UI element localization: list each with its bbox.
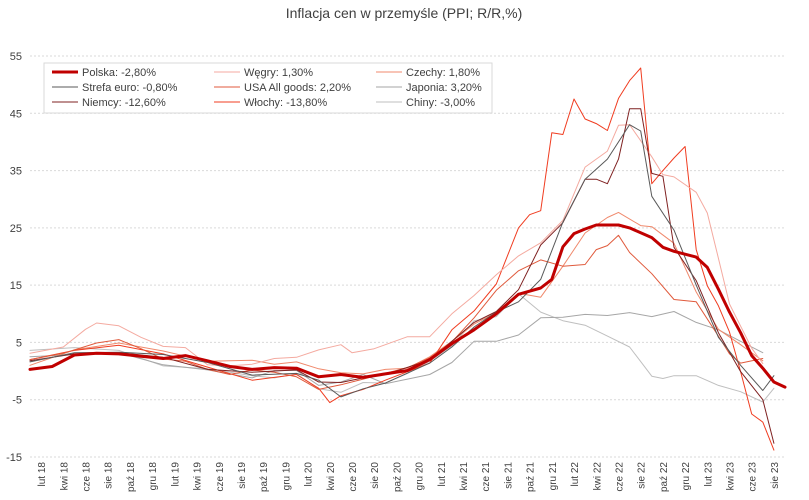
x-tick-label: kwi 19: [193, 462, 204, 491]
y-tick-label: 45: [10, 108, 22, 120]
x-tick-label: gru 19: [281, 462, 292, 491]
x-tick-label: kwi 20: [326, 462, 337, 491]
x-tick-label: kwi 21: [459, 462, 470, 491]
series-line: [29, 108, 775, 444]
x-tick-label: kwi 22: [592, 462, 603, 491]
series-line: [29, 124, 764, 367]
x-tick-label: cze 21: [481, 462, 492, 492]
legend-box: [43, 62, 493, 114]
y-tick-label: 25: [10, 223, 22, 235]
legend-label: Węgry: 1,30%: [244, 67, 313, 79]
x-tick-label: kwi 18: [59, 462, 70, 491]
legend-label: USA All goods: 2,20%: [244, 82, 351, 94]
x-tick-label: gru 22: [681, 462, 692, 491]
x-tick-label: lut 22: [570, 462, 581, 487]
legend-label: Japonia: 3,20%: [406, 82, 482, 94]
x-tick-label: sie 20: [370, 462, 381, 489]
x-tick-label: cze 19: [215, 462, 226, 492]
chart-title: Inflacja cen w przemyśle (PPI; R/R,%): [286, 5, 523, 21]
legend-label: Niemcy: -12,60%: [82, 97, 166, 109]
legend: Polska: -2,80% Strefa euro: -0,80% Niemcy:…: [43, 62, 493, 114]
y-tick-label: 15: [10, 280, 22, 292]
series-line: [29, 234, 764, 390]
legend-label: Chiny: -3,00%: [406, 97, 475, 109]
x-tick-label: gru 20: [415, 462, 426, 491]
x-tick-label: sie 22: [637, 462, 648, 489]
series-line: [29, 211, 764, 375]
legend-label: Czechy: 1,80%: [406, 67, 480, 79]
series-line: [29, 293, 775, 403]
x-tick-label: sie 19: [237, 462, 248, 489]
x-tick-label: cze 23: [748, 462, 759, 492]
x-tick-label: paź 18: [126, 462, 137, 492]
y-axis: 55 45 35 25 15 5 -5 -15: [6, 51, 22, 464]
legend-label: Polska: -2,80%: [82, 67, 156, 79]
x-tick-label: lut 19: [170, 462, 181, 487]
x-tick-label: kwi 23: [725, 462, 736, 491]
x-tick-label: gru 18: [148, 462, 159, 491]
x-tick-label: sie 23: [770, 462, 781, 489]
y-tick-label: -5: [12, 395, 22, 407]
x-tick-label: paź 22: [659, 462, 670, 492]
x-tick-label: paź 19: [259, 462, 270, 492]
x-tick-label: paź 21: [526, 462, 537, 492]
x-axis: lut 18 kwi 18 cze 18 sie 18 paź 18 gru 18 lut …: [37, 462, 781, 492]
x-tick-label: cze 22: [614, 462, 625, 492]
series-line: [29, 67, 775, 451]
x-tick-label: paź 20: [392, 462, 403, 492]
series-line: [28, 223, 787, 389]
y-tick-label: 35: [10, 166, 22, 178]
series-lines: [28, 67, 787, 451]
y-tick-label: 5: [16, 337, 22, 349]
x-tick-label: cze 20: [348, 462, 359, 492]
x-tick-label: sie 18: [104, 462, 115, 489]
legend-label: Strefa euro: -0,80%: [82, 82, 178, 94]
x-tick-label: lut 18: [37, 462, 48, 487]
x-tick-label: lut 20: [304, 462, 315, 487]
x-tick-label: sie 21: [503, 462, 514, 489]
x-tick-label: cze 18: [82, 462, 93, 492]
x-tick-label: lut 21: [437, 462, 448, 487]
legend-label: Włochy: -13,80%: [244, 97, 327, 109]
grid: [30, 55, 785, 458]
y-tick-label: 55: [10, 51, 22, 63]
y-tick-label: -15: [6, 452, 22, 464]
x-tick-label: lut 23: [703, 462, 714, 487]
x-tick-label: gru 21: [548, 462, 559, 491]
series-line: [29, 311, 764, 386]
